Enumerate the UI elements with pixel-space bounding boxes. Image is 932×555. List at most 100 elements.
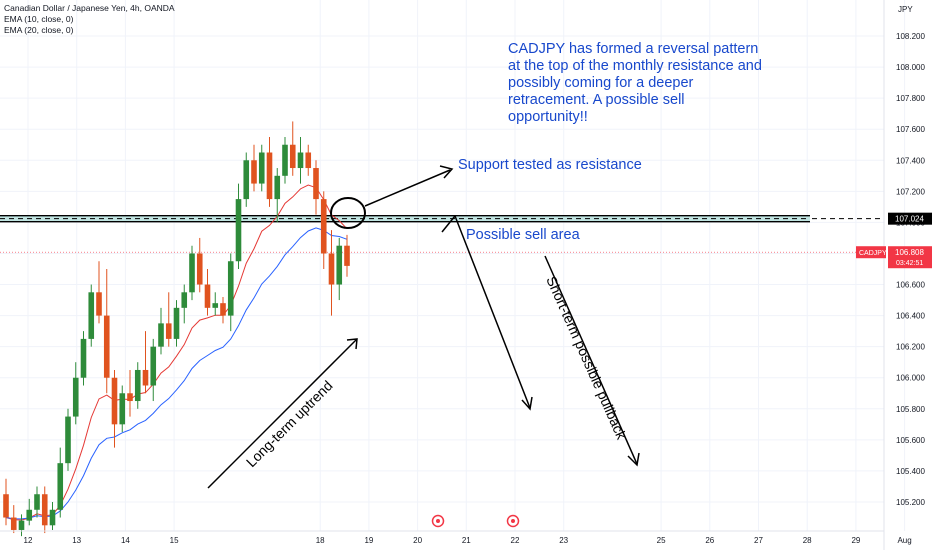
support-resistance-zone xyxy=(0,215,884,253)
candle-body xyxy=(10,517,17,530)
candle-body xyxy=(142,369,149,386)
ema20-legend: EMA (20, close, 0) xyxy=(4,25,74,35)
candle-body xyxy=(196,253,203,285)
symbol-tag-text: CADJPY xyxy=(859,250,887,257)
price-axis: JPY 105.200 105.400 105.600 105.800 106.000 10… xyxy=(856,0,932,550)
time-tick-label: 15 xyxy=(170,536,179,545)
price-tick-label: 105.600 xyxy=(896,436,925,445)
uptrend-arrow-head xyxy=(346,338,358,350)
pullback-arrow-1-line xyxy=(454,215,531,409)
reversal-circle xyxy=(330,197,366,229)
time-tick-label: 22 xyxy=(511,536,520,545)
candle-body xyxy=(41,494,48,526)
candle-body xyxy=(72,377,79,417)
price-tick-label: 106.600 xyxy=(896,281,925,290)
candle-body xyxy=(243,160,250,200)
candle-body xyxy=(18,520,25,530)
candle-body xyxy=(103,315,110,378)
candle-body xyxy=(134,369,141,402)
sell-area-label: Possible sell area xyxy=(466,227,581,243)
candle-body xyxy=(258,152,265,184)
time-tick-label: 27 xyxy=(754,536,763,545)
countdown-text: 03:42:51 xyxy=(896,260,923,267)
price-tick-label: 105.800 xyxy=(896,405,925,414)
time-tick-label: 19 xyxy=(364,536,373,545)
pullback-label: Short-term possible pullback xyxy=(543,274,630,443)
pullback-arrow-2-line xyxy=(544,255,638,465)
time-tick-label: 14 xyxy=(121,536,130,545)
level-price-tag-text: 107.024 xyxy=(895,215,924,224)
candle-body xyxy=(328,253,335,285)
current-price-text: 106.808 xyxy=(895,248,924,257)
support-resistance-label: Support tested as resistance xyxy=(458,157,642,173)
candle-body xyxy=(297,152,304,169)
price-tick-label: 108.200 xyxy=(896,32,925,41)
ema-lines xyxy=(5,184,348,521)
uptrend-arrow-line xyxy=(207,338,358,489)
time-tick-label: 12 xyxy=(24,536,33,545)
price-tick-label: 107.600 xyxy=(896,125,925,134)
candle-body xyxy=(119,393,126,425)
candle-body xyxy=(274,175,281,200)
candle-body xyxy=(96,292,102,316)
current-price-tag xyxy=(888,246,932,269)
time-axis: 121314151819202122232526272829Aug234 xyxy=(0,530,912,545)
candle-body xyxy=(266,152,273,200)
candle-body xyxy=(158,323,164,347)
price-tick-label: 105.200 xyxy=(896,498,925,507)
candle-body xyxy=(320,199,327,254)
candle-body xyxy=(80,338,87,378)
analysis-note: CADJPY has formed a reversal pattern at … xyxy=(508,41,762,125)
chart-title: Canadian Dollar / Japanese Yen, 4h, OAND… xyxy=(4,3,175,13)
price-tick-label: 108.000 xyxy=(896,63,925,72)
candle-body xyxy=(282,144,288,176)
candle-body xyxy=(65,416,71,464)
candle-body xyxy=(181,292,188,308)
candles xyxy=(3,121,350,537)
candle-body xyxy=(111,377,118,425)
time-tick-label: 26 xyxy=(705,536,714,545)
pullback-arrow-1-head xyxy=(521,396,533,411)
time-tick-label: 23 xyxy=(559,536,568,545)
price-tick-label: 106.200 xyxy=(896,343,925,352)
candle-body xyxy=(189,253,195,293)
level-price-tag xyxy=(888,212,932,225)
time-tick-label: 18 xyxy=(316,536,325,545)
candle-body xyxy=(227,261,234,316)
candle-body xyxy=(251,160,257,184)
time-tick-label: 29 xyxy=(851,536,860,545)
time-tick-label: 25 xyxy=(657,536,666,545)
candle-body xyxy=(235,199,242,262)
price-tick-label: 107.800 xyxy=(896,94,925,103)
candle-body xyxy=(204,284,211,308)
resistance-arrow-line xyxy=(364,169,451,207)
candle-body xyxy=(313,168,319,200)
candle-body xyxy=(150,346,157,386)
candle-body xyxy=(220,303,226,316)
pullback-peak-left xyxy=(441,215,456,233)
ema20-line xyxy=(5,227,348,520)
candle-body xyxy=(212,303,219,308)
candle-body xyxy=(34,494,40,510)
candle-body xyxy=(49,509,56,526)
symbol-tag xyxy=(856,246,886,259)
candle-body xyxy=(336,245,343,285)
time-tick-label: Aug xyxy=(897,536,911,545)
price-tick-label: 106.000 xyxy=(896,374,925,383)
ema10-legend: EMA (10, close, 0) xyxy=(4,14,74,24)
candle-body xyxy=(289,144,296,169)
uptrend-label: Long-term uptrend xyxy=(243,377,336,470)
candle-body xyxy=(165,323,172,339)
candle-body xyxy=(305,152,312,169)
time-tick-label: 28 xyxy=(803,536,812,545)
price-tick-label: 105.400 xyxy=(896,467,925,476)
candle-body xyxy=(173,307,180,339)
resistance-arrow-head xyxy=(439,165,454,179)
candle-body xyxy=(3,494,9,518)
time-tick-label: 20 xyxy=(413,536,422,545)
pullback-arrow-2-head xyxy=(627,452,640,467)
candle-body xyxy=(26,509,33,521)
chart-legend: Canadian Dollar / Japanese Yen, 4h, OAND… xyxy=(4,3,175,36)
